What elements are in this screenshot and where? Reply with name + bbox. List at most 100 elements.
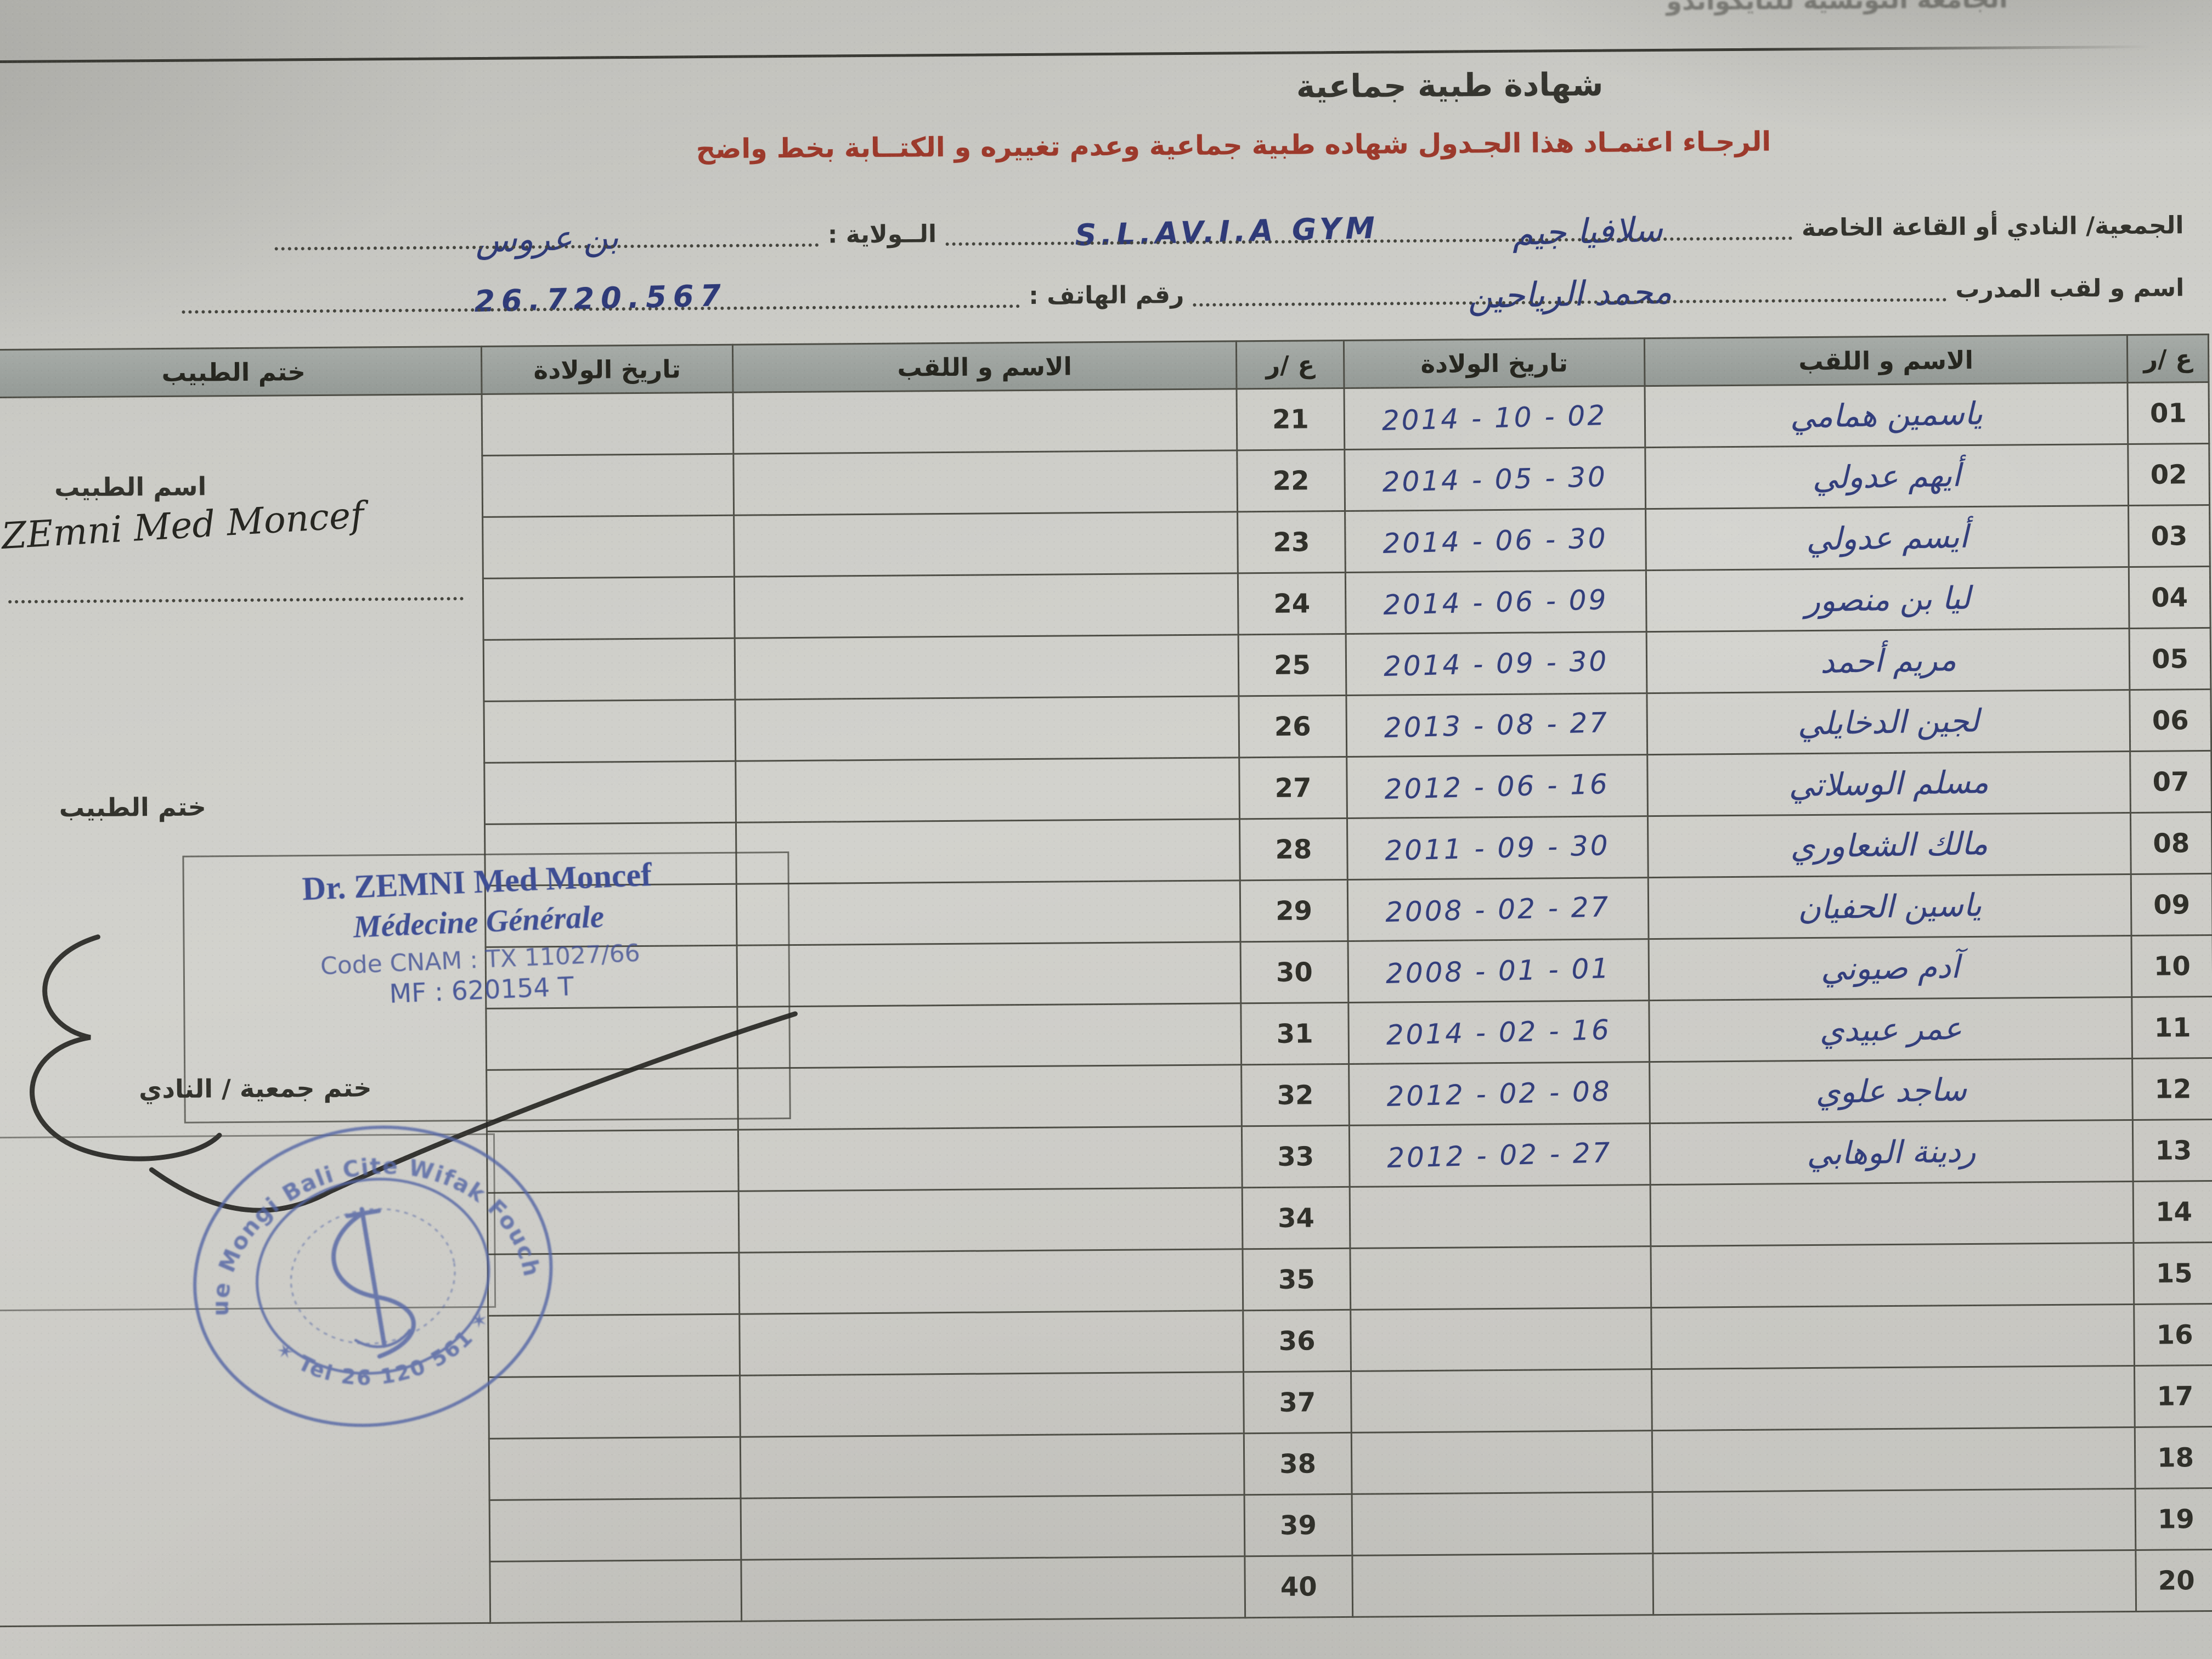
member-number-cell: 13 bbox=[2132, 1119, 2212, 1182]
member-number-cell: 19 bbox=[2135, 1488, 2212, 1550]
member-number-cell-left: 34 bbox=[1242, 1187, 1350, 1249]
member-dob-cell bbox=[1351, 1430, 1653, 1494]
member-name-cell-left bbox=[737, 1003, 1242, 1069]
member-dob-cell-left bbox=[489, 1437, 741, 1500]
member-dob-cell-left bbox=[482, 454, 734, 517]
member-number-cell: 15 bbox=[2133, 1242, 2212, 1305]
member-dob-cell: 2008 - 01 - 01 bbox=[1348, 939, 1649, 1003]
member-number-cell-left: 28 bbox=[1239, 818, 1348, 881]
club-stamp-box bbox=[0, 1133, 496, 1312]
wilaya-value-handwriting: بن عروس bbox=[475, 216, 619, 261]
member-name-cell-left bbox=[740, 1433, 1245, 1499]
federation-faded-title: الجامعة التونسية للتايكواندو bbox=[1549, 0, 2125, 21]
member-number-cell: 17 bbox=[2134, 1365, 2212, 1427]
header-name-left: الاسم و اللقب bbox=[732, 341, 1237, 393]
member-dob-cell-left bbox=[487, 1252, 740, 1316]
member-name-cell bbox=[1652, 1427, 2136, 1492]
member-name-cell: آدم صيوني bbox=[1649, 935, 2132, 1001]
member-name-cell: أيسم عدولي bbox=[1645, 505, 2129, 571]
member-dob-cell-left bbox=[488, 1314, 740, 1378]
member-dob-cell-left bbox=[484, 761, 736, 825]
member-name-cell-left bbox=[733, 450, 1238, 516]
member-name-cell bbox=[1652, 1550, 2136, 1615]
member-number-cell: 02 bbox=[2128, 443, 2210, 506]
wilaya-dotted-line: بن عروس bbox=[271, 200, 822, 261]
member-name-cell-left bbox=[740, 1372, 1244, 1437]
member-number-cell-left: 21 bbox=[1237, 388, 1345, 450]
member-number-cell-left: 40 bbox=[1244, 1555, 1353, 1618]
member-name-cell-left bbox=[736, 880, 1241, 946]
member-name-cell: ياسمين همامي bbox=[1644, 382, 2128, 448]
member-number-cell: 07 bbox=[2130, 751, 2212, 813]
member-name-cell bbox=[1650, 1181, 2134, 1246]
member-number-cell: 12 bbox=[2132, 1058, 2212, 1120]
member-dob-cell-left bbox=[487, 1130, 739, 1193]
member-number-cell-left: 36 bbox=[1243, 1310, 1351, 1372]
member-number-cell-left: 30 bbox=[1240, 941, 1348, 1003]
trainer-field-row: اسم و لقب المدرب محمد الرياحين رقم الهات… bbox=[178, 252, 2190, 319]
member-name-cell: ساجد علوي bbox=[1649, 1058, 2133, 1124]
member-name-cell-left bbox=[738, 1187, 1243, 1253]
member-number-cell: 11 bbox=[2131, 996, 2212, 1059]
member-name-cell bbox=[1651, 1365, 2135, 1431]
member-dob-cell: 2014 - 02 - 16 bbox=[1348, 1000, 1650, 1064]
member-dob-cell bbox=[1350, 1184, 1651, 1249]
member-dob-cell: 2014 - 10 - 02 bbox=[1344, 386, 1645, 450]
member-name-cell-left bbox=[737, 1064, 1242, 1130]
member-number-cell-left: 29 bbox=[1240, 879, 1348, 942]
member-number-cell-left: 31 bbox=[1240, 1002, 1349, 1065]
member-number-cell-left: 37 bbox=[1243, 1371, 1352, 1434]
member-dob-cell-left bbox=[482, 515, 735, 579]
wilaya-label: الــولاية : bbox=[827, 220, 937, 249]
member-dob-cell: 2014 - 09 - 30 bbox=[1346, 631, 1647, 696]
member-name-cell-left bbox=[737, 941, 1241, 1007]
trainer-name-handwriting: محمد الرياحين bbox=[1467, 271, 1673, 317]
member-name-cell: أيهم عدولي bbox=[1645, 444, 2129, 509]
club-name-latin-handwriting: S.L.AV.I.A GYM bbox=[1075, 210, 1380, 253]
member-number-cell: 05 bbox=[2129, 628, 2211, 690]
member-name-cell: مريم أحمد bbox=[1646, 628, 2130, 693]
member-dob-cell-left bbox=[482, 392, 733, 456]
member-name-cell bbox=[1650, 1243, 2134, 1308]
member-dob-cell: 2012 - 02 - 27 bbox=[1349, 1123, 1651, 1187]
club-field-label: الجمعية/ النادي أو القاعة الخاصة bbox=[1801, 211, 2184, 242]
member-dob-cell-left bbox=[487, 1191, 739, 1255]
member-name-cell: ليا بن منصور bbox=[1646, 567, 2130, 632]
member-number-cell-left: 22 bbox=[1237, 449, 1345, 512]
member-number-cell-left: 27 bbox=[1239, 757, 1347, 819]
phone-label: رقم الهاتف : bbox=[1029, 280, 1184, 310]
member-name-cell-left bbox=[733, 388, 1237, 454]
member-number-cell-left: 32 bbox=[1241, 1064, 1350, 1126]
member-dob-cell: 2011 - 09 - 30 bbox=[1347, 816, 1649, 880]
doctor-rect-stamp: Dr. ZEMNI Med Moncef Médecine Générale C… bbox=[163, 848, 794, 1020]
member-name-cell bbox=[1652, 1488, 2136, 1554]
member-name-cell: ياسين الحفيان bbox=[1648, 874, 2132, 939]
member-dob-cell-left bbox=[489, 1560, 742, 1623]
trainer-dotted-line: محمد الرياحين bbox=[1189, 254, 1950, 317]
member-dob-cell-left bbox=[488, 1375, 741, 1439]
club-stamp-label: ختم جمعية / النادي bbox=[139, 1073, 372, 1104]
phone-value-handwriting: 26.720.567 bbox=[473, 278, 728, 319]
member-number-cell-left: 25 bbox=[1238, 634, 1346, 696]
member-dob-cell: 2012 - 02 - 08 bbox=[1348, 1062, 1650, 1126]
member-number-cell-left: 38 bbox=[1244, 1432, 1352, 1495]
member-name-cell: مالك الشعاوري bbox=[1647, 812, 2131, 878]
member-name-cell-left bbox=[733, 511, 1238, 577]
member-number-cell: 08 bbox=[2130, 812, 2212, 874]
member-number-cell: 01 bbox=[2127, 382, 2209, 444]
member-name-cell-left bbox=[739, 1310, 1244, 1376]
club-field-dotted-line: سلافيا جيم S.L.AV.I.A GYM bbox=[942, 193, 1796, 253]
club-field-row: الجمعية/ النادي أو القاعة الخاصة سلافيا … bbox=[271, 190, 2190, 261]
member-name-cell-left bbox=[741, 1556, 1245, 1622]
member-name-cell-left bbox=[734, 573, 1239, 639]
member-number-cell: 16 bbox=[2134, 1304, 2212, 1366]
member-dob-cell: 2013 - 08 - 27 bbox=[1346, 693, 1647, 757]
member-dob-cell: 2014 - 06 - 30 bbox=[1345, 509, 1646, 573]
header-name-right: الاسم و اللقب bbox=[1644, 335, 2128, 386]
document-title: شهادة طبية جماعية bbox=[1296, 65, 1604, 105]
member-number-cell-left: 23 bbox=[1237, 511, 1346, 573]
member-number-cell: 14 bbox=[2133, 1181, 2212, 1243]
member-number-cell: 10 bbox=[2131, 935, 2212, 997]
